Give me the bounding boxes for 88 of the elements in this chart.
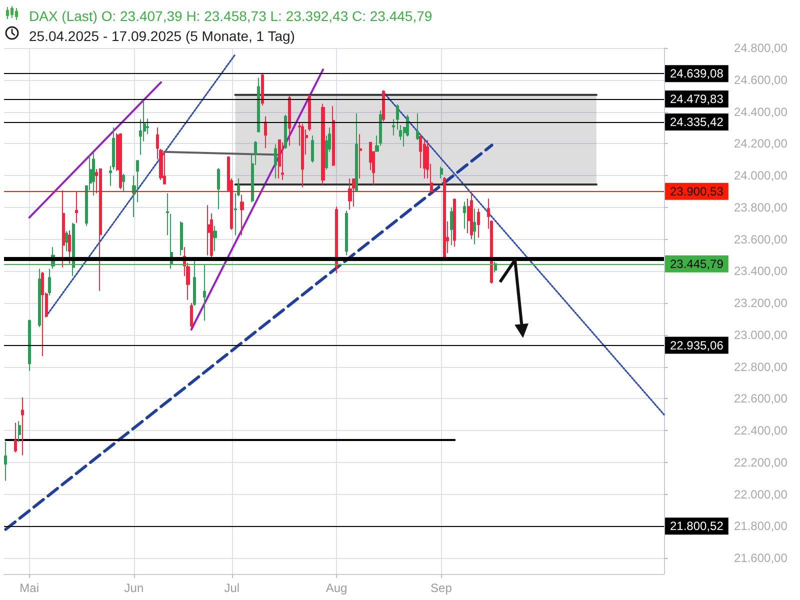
x-tick-label: Mai <box>20 581 39 595</box>
y-tick-label: 22.800,00 <box>734 360 788 374</box>
y-tick-label: 24.400,00 <box>734 104 788 119</box>
x-tick-label: Jul <box>224 581 240 595</box>
candlestick <box>321 103 325 185</box>
ref-line-label: 24.479,83 <box>670 92 724 106</box>
ref-line-label: 21.800,52 <box>670 519 724 534</box>
chart-title: DAX (Last) O: 23.407,39 H: 23.458,73 L: 23.392,43 C: 23.445,79 <box>29 8 432 24</box>
candlestick <box>332 106 335 166</box>
y-tick-label: 21.600,00 <box>734 551 788 566</box>
ref-line-label: 23.900,53 <box>670 184 724 198</box>
ref-line-label: 23.445,79 <box>670 256 724 271</box>
candlestick <box>261 73 264 106</box>
chart-subtitle: 25.04.2025 - 17.09.2025 (5 Monate, 1 Tag) <box>29 28 295 44</box>
y-tick-label: 23.000,00 <box>734 328 788 342</box>
candlestick <box>65 230 68 252</box>
candlestick <box>278 138 281 180</box>
candlestick <box>21 397 24 456</box>
candlestick <box>440 166 443 180</box>
y-tick-label: 24.800,00 <box>734 41 788 55</box>
candlestick <box>477 208 480 238</box>
y-tick-label: 23.200,00 <box>734 296 788 310</box>
candlestick <box>166 192 169 236</box>
candlestick <box>68 230 71 264</box>
candlestick <box>301 123 304 188</box>
candlestick <box>284 114 287 150</box>
x-tick-label: Sep <box>430 581 452 595</box>
candlestick <box>453 198 456 248</box>
ref-line-label: 24.335,42 <box>670 115 724 130</box>
candlestick <box>75 191 78 224</box>
candlestick <box>99 168 102 292</box>
candlestick <box>470 192 473 240</box>
y-tick-label: 24.000,00 <box>734 168 788 183</box>
candlestick <box>416 112 419 140</box>
candlestick <box>92 152 95 196</box>
candlestick <box>240 194 244 236</box>
candlestick <box>396 104 399 130</box>
candlestick <box>38 268 41 328</box>
candlestick <box>41 271 44 357</box>
candlestick <box>217 168 220 210</box>
candlestick <box>119 132 122 190</box>
candlestick <box>463 201 466 230</box>
candlestick <box>163 152 166 185</box>
y-tick-label: 22.400,00 <box>734 424 788 438</box>
candlestick <box>28 319 31 372</box>
ref-line-label: 22.935,06 <box>670 338 724 352</box>
candlestick <box>352 178 355 208</box>
y-tick-label: 24.600,00 <box>734 72 788 87</box>
candlestick <box>281 142 284 180</box>
y-tick-label: 21.800,00 <box>734 519 788 534</box>
candlestick <box>450 207 453 246</box>
y-tick-label: 22.000,00 <box>734 487 788 502</box>
candlestick <box>473 208 476 245</box>
candlestick <box>392 118 395 136</box>
candlestick <box>122 173 125 192</box>
candlestick <box>274 144 277 180</box>
candlestick <box>311 135 314 164</box>
candlestick <box>335 206 338 274</box>
candlestick <box>48 268 51 296</box>
candlestick <box>193 259 196 306</box>
candlestick <box>264 116 267 149</box>
ref-line-label: 24.639,08 <box>670 66 724 81</box>
candlestick <box>62 190 65 268</box>
candlestick <box>382 90 385 122</box>
y-tick-label: 22.600,00 <box>734 392 788 406</box>
candlestick <box>190 302 193 328</box>
y-tick-label: 23.800,00 <box>734 200 788 214</box>
candlestick <box>180 220 183 256</box>
candlestick <box>345 210 348 256</box>
candlestick <box>355 112 358 192</box>
candlestick <box>308 94 311 132</box>
y-tick-label: 24.200,00 <box>734 136 788 151</box>
candlestick <box>443 176 446 258</box>
candlestick <box>348 178 352 210</box>
x-tick-label: Aug <box>326 581 348 595</box>
y-tick-label: 23.400,00 <box>734 264 788 278</box>
candlestick <box>203 264 206 322</box>
candlestick <box>18 420 21 443</box>
candlestick <box>4 441 7 482</box>
candlestick <box>257 77 260 133</box>
candlestick <box>14 422 17 453</box>
x-tick-label: Jun <box>124 581 144 595</box>
y-tick-label: 22.200,00 <box>734 455 788 470</box>
candlestick <box>288 95 291 146</box>
candlestick <box>359 134 362 180</box>
candlestick <box>213 225 217 252</box>
y-tick-label: 23.600,00 <box>734 232 788 246</box>
candlestick <box>207 204 210 256</box>
